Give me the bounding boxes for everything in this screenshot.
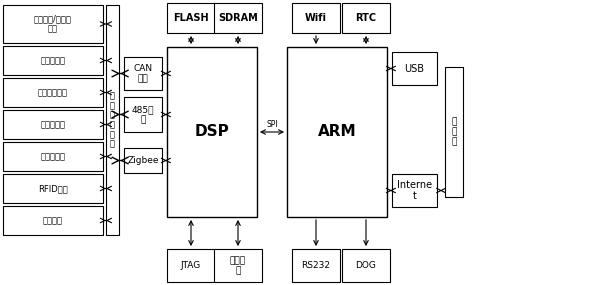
Text: RFID模块: RFID模块 — [38, 184, 68, 193]
Text: JTAG: JTAG — [181, 261, 201, 270]
Text: FLASH: FLASH — [173, 13, 209, 23]
Text: 交流电流/电压传
感器: 交流电流/电压传 感器 — [34, 15, 72, 33]
Bar — [445, 67, 463, 197]
Text: 温湿度传感器: 温湿度传感器 — [38, 88, 68, 97]
Bar — [3, 142, 103, 171]
Bar — [3, 78, 103, 107]
Bar — [3, 174, 103, 203]
Text: 现
场
监
测
单
元: 现 场 监 测 单 元 — [110, 91, 115, 149]
Text: CAN
总线: CAN 总线 — [133, 64, 152, 83]
Bar — [214, 249, 262, 282]
Text: 红外传感器: 红外传感器 — [41, 120, 65, 129]
Bar — [106, 5, 119, 235]
Bar — [214, 3, 262, 33]
Text: 电源模
块: 电源模 块 — [230, 256, 246, 275]
Bar — [287, 47, 387, 217]
Bar — [3, 5, 103, 43]
Bar — [167, 249, 215, 282]
Text: 气体传感器: 气体传感器 — [41, 56, 65, 65]
Bar — [3, 206, 103, 235]
Text: 控制机构: 控制机构 — [43, 216, 63, 225]
Bar — [392, 52, 437, 85]
Bar — [167, 47, 257, 217]
Bar — [292, 3, 340, 33]
Text: 霍尔传感器: 霍尔传感器 — [41, 152, 65, 161]
Bar — [124, 57, 162, 90]
Text: RTC: RTC — [355, 13, 377, 23]
Text: Interne
t: Interne t — [397, 180, 432, 201]
Bar — [3, 110, 103, 139]
Text: DOG: DOG — [356, 261, 376, 270]
Text: USB: USB — [404, 64, 425, 74]
Text: 服
务
器: 服 务 器 — [451, 118, 457, 146]
Bar — [167, 3, 215, 33]
Text: Zigbee: Zigbee — [127, 156, 159, 165]
Text: ARM: ARM — [317, 125, 356, 139]
Bar — [342, 3, 390, 33]
Text: Wifi: Wifi — [305, 13, 327, 23]
Text: RS232: RS232 — [302, 261, 331, 270]
Bar — [392, 174, 437, 207]
Text: DSP: DSP — [194, 125, 229, 139]
Text: SPI: SPI — [266, 120, 278, 129]
Bar — [3, 46, 103, 75]
Text: SDRAM: SDRAM — [218, 13, 258, 23]
Text: 485总
线: 485总 线 — [132, 105, 154, 124]
Bar — [124, 97, 162, 132]
Bar — [124, 148, 162, 173]
Bar — [342, 249, 390, 282]
Bar — [292, 249, 340, 282]
